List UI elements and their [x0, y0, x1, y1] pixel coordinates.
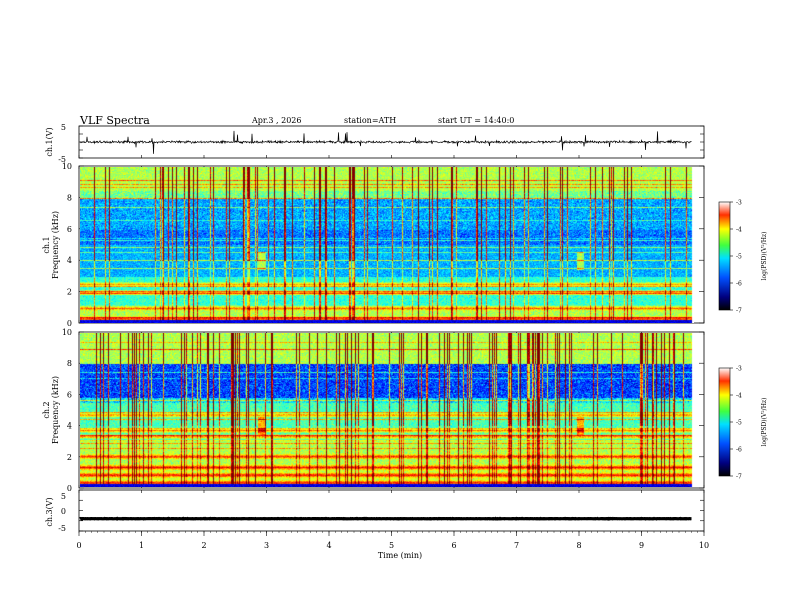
colorbar-tick-label: -3: [736, 366, 742, 373]
freq-tick-label: 6: [67, 390, 72, 399]
time-tick-label: 10: [699, 541, 709, 550]
ch3-waveform-panel: 5 0 -5 ch.3(V): [45, 489, 705, 533]
ch3-ytick-top: 5: [61, 492, 66, 501]
ch2-frequency-label: Frequency (kHz): [51, 376, 60, 444]
colorbar-tick-label: -5: [736, 420, 742, 427]
ch2-spectrogram-image: [80, 333, 694, 487]
time-tick-label: 5: [389, 541, 394, 550]
colorbar-tick-label: -4: [736, 227, 742, 234]
figure-title: VLF Spectra: [79, 114, 150, 127]
ch1-colorbar: -3 -4 -5 -6 -7 log(PSD)(V²/Hz): [718, 200, 768, 315]
ch1-spectrogram-image: [80, 167, 694, 323]
ch2-frequency-ticks: 10 8 6 4 2 0: [62, 328, 704, 493]
freq-tick-label: 6: [67, 225, 72, 234]
ch3-waveform-frame: [78, 489, 705, 532]
station-label: station=ATH: [344, 116, 396, 125]
ch2-colorbar-gradient: [718, 367, 731, 477]
time-tick-label: 0: [76, 541, 81, 550]
ch1-spectrogram-ylabel: ch.1: [42, 236, 51, 253]
time-tick-label: 6: [451, 541, 456, 550]
colorbar-tick-label: -6: [736, 281, 742, 288]
time-axis-label: Time (min): [378, 551, 422, 560]
ch1-waveform-panel: 5 -5 ch.1(V): [45, 123, 705, 164]
freq-tick-label: 10: [62, 328, 72, 337]
freq-tick-label: 2: [67, 453, 72, 462]
freq-tick-label: 4: [67, 256, 72, 265]
time-tick-label: 3: [264, 541, 269, 550]
ch1-colorbar-ticks: -3 -4 -5 -6 -7: [730, 200, 742, 315]
ch1-waveform-trace: [79, 125, 704, 159]
ch1-colorbar-label: log(PSD)(V²/Hz): [761, 232, 768, 281]
ch3-ytick-bottom: -5: [58, 524, 66, 533]
ch1-ytick-top: 5: [61, 123, 66, 132]
ch1-waveform-ylabel: ch.1(V): [45, 127, 54, 156]
ch3-waveform-trace: [79, 489, 704, 532]
ch2-colorbar-label: log(PSD)(V²/Hz): [761, 398, 768, 447]
time-tick-label: 4: [326, 541, 331, 550]
colorbar-tick-label: -5: [736, 254, 742, 261]
ch3-waveform-ylabel: ch.3(V): [45, 497, 54, 526]
time-tick-label: 7: [514, 541, 519, 550]
colorbar-tick-label: -7: [736, 308, 742, 315]
ch2-spectrogram-ylabel: ch.2: [42, 401, 51, 418]
time-tick-label: 2: [201, 541, 206, 550]
freq-tick-label: 10: [62, 162, 72, 171]
time-tick-label: 9: [639, 541, 644, 550]
ch1-waveform-line: [79, 130, 692, 154]
freq-tick-label: 8: [67, 193, 72, 202]
colorbar-tick-label: -4: [736, 393, 742, 400]
freq-tick-label: 0: [67, 319, 72, 328]
freq-tick-label: 2: [67, 288, 72, 297]
ch3-ytick-zero: 0: [61, 507, 66, 516]
colorbar-tick-label: -7: [736, 474, 742, 481]
date-label: Apr.3 , 2026: [251, 116, 301, 125]
time-tick-label: 8: [576, 541, 581, 550]
freq-tick-label: 4: [67, 422, 72, 431]
time-tick-label: 1: [139, 541, 144, 550]
ch1-colorbar-gradient: [718, 201, 731, 311]
start-time-label: start UT = 14:40:0: [438, 116, 514, 125]
ch2-colorbar: -3 -4 -5 -6 -7 log(PSD)(V²/Hz): [718, 366, 768, 481]
colorbar-tick-label: -3: [736, 200, 742, 207]
colorbar-tick-label: -6: [736, 447, 742, 454]
freq-tick-label: 0: [67, 484, 72, 493]
ch1-frequency-label: Frequency (kHz): [51, 211, 60, 279]
ch1-ytick-bottom: -5: [58, 155, 66, 164]
freq-tick-label: 8: [67, 359, 72, 368]
ch2-colorbar-ticks: -3 -4 -5 -6 -7: [730, 366, 742, 481]
